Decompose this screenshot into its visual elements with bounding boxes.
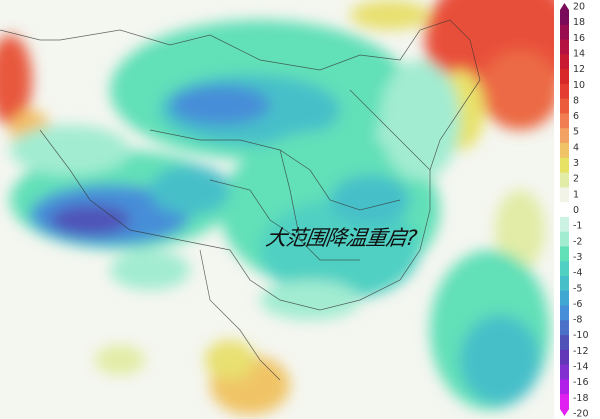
colorbar-tick-label: -18 [573,393,589,404]
colorbar-swatch [560,113,569,129]
colorbar-swatch [560,320,569,336]
colorbar-tick-label: -3 [573,252,582,263]
colorbar-tick-label: 14 [573,48,585,59]
colorbar-swatch [560,216,569,233]
colorbar-swatch [560,231,569,247]
colorbar-swatch [560,54,569,70]
colorbar-tick-label: 20 [573,2,585,13]
colorbar-tick-label: 10 [573,80,585,91]
colorbar-swatch [560,98,569,114]
colorbar-swatch [560,261,569,277]
colorbar-swatch [560,202,569,218]
colorbar-tick-label: 0 [573,205,579,216]
colorbar-tick-label: -16 [573,377,589,388]
colorbar-tick-label: -10 [573,330,589,341]
colorbar-swatch [560,379,569,395]
colorbar-swatch [560,24,569,41]
colorbar-tick-label: 8 [573,95,579,106]
colorbar-swatch [560,157,569,174]
colorbar-swatch [560,349,569,366]
colorbar-tick-label: 12 [573,64,585,75]
colorbar-swatch [560,394,569,410]
colorbar-swatch [560,276,569,292]
colorbar-swatch [560,364,569,380]
colorbar-swatch [560,290,569,307]
colorbar-swatch [560,187,569,203]
colorbar-tick-label: 18 [573,17,585,28]
anomaly-field [0,0,554,415]
colorbar-tick-label: 5 [573,127,579,138]
colorbar-swatch [560,83,569,100]
colorbar-swatch [560,39,569,55]
colorbar-tick-label: 3 [573,158,579,169]
colorbar-swatch [560,172,569,188]
colorbar-swatch [560,143,569,159]
colorbar-min-arrow [560,409,569,416]
colorbar-tick-label: 1 [573,189,579,200]
colorbar-tick-label: -14 [573,362,589,373]
colorbar-swatch [560,246,569,262]
colorbar-tick-label: -6 [573,299,582,310]
colorbar-tick-label: -2 [573,236,582,247]
colorbar-tick-label: 16 [573,33,585,44]
colorbar: 20181614121086543210-1-2-3-4-5-6-8-10-12… [560,2,589,419]
colorbar-tick-label: 6 [573,111,579,122]
colorbar-tick-label: -4 [573,268,582,279]
colorbar-swatch [560,69,569,85]
colorbar-swatch [560,305,569,321]
colorbar-swatch [560,10,569,26]
colorbar-tick-label: -8 [573,315,582,326]
colorbar-tick-label: -12 [573,346,589,357]
colorbar-tick-label: -5 [573,283,582,294]
colorbar-tick-label: 2 [573,174,579,185]
colorbar-swatch [560,128,569,144]
borders [0,19,481,381]
colorbar-max-arrow [560,3,569,10]
colorbar-tick-label: -20 [573,409,589,419]
colorbar-swatch [560,335,569,351]
headline-overlay: 大范围降温重启? [264,226,418,250]
temperature-anomaly-map [0,0,554,419]
colorbar-tick-label: 4 [573,142,579,153]
colorbar-tick-label: -1 [573,221,582,232]
